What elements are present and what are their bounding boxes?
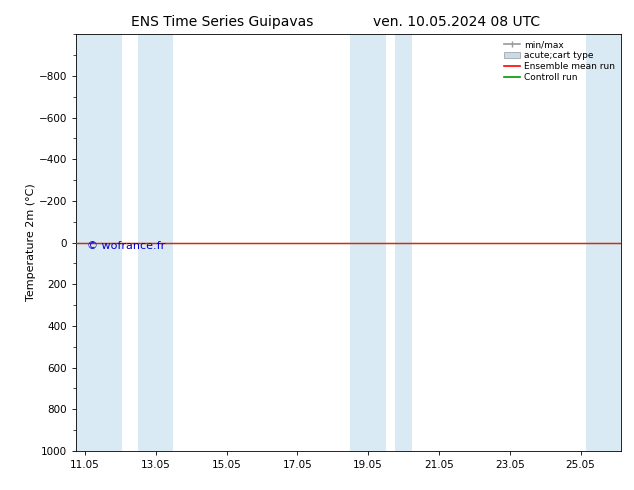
Bar (76, 34, 122, 451)
Bar (586, 34, 621, 451)
Bar (395, 34, 413, 451)
Text: © wofrance.fr: © wofrance.fr (87, 241, 165, 251)
Y-axis label: Temperature 2m (°C): Temperature 2m (°C) (26, 184, 36, 301)
Legend: min/max, acute;cart type, Ensemble mean run, Controll run: min/max, acute;cart type, Ensemble mean … (500, 37, 619, 86)
Bar (351, 34, 386, 451)
Bar (138, 34, 174, 451)
Text: ven. 10.05.2024 08 UTC: ven. 10.05.2024 08 UTC (373, 15, 540, 29)
Text: ENS Time Series Guipavas: ENS Time Series Guipavas (131, 15, 313, 29)
